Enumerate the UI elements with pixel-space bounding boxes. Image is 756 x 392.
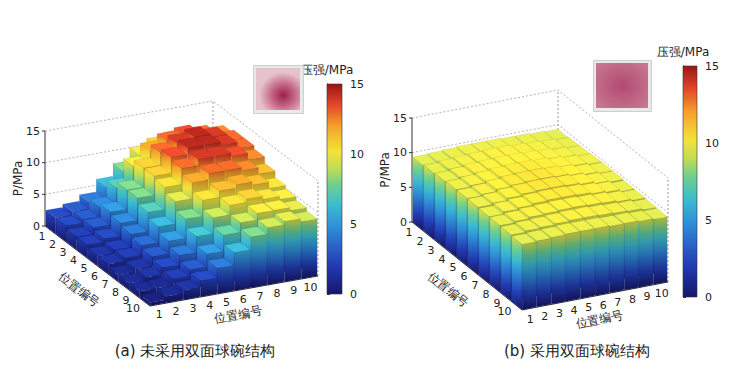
- svg-text:P/MPa: P/MPa: [378, 152, 392, 188]
- svg-text:10: 10: [705, 137, 719, 150]
- svg-text:8: 8: [112, 286, 119, 299]
- svg-text:位置编号: 位置编号: [575, 308, 625, 331]
- svg-text:2: 2: [417, 235, 424, 248]
- svg-text:压强/MPa: 压强/MPa: [301, 63, 353, 77]
- svg-text:9: 9: [122, 293, 130, 307]
- svg-text:2: 2: [173, 305, 180, 318]
- svg-text:1: 1: [406, 226, 413, 239]
- svg-text:15: 15: [705, 60, 719, 73]
- svg-text:8: 8: [629, 293, 636, 306]
- svg-text:7: 7: [257, 290, 264, 303]
- svg-text:8: 8: [273, 287, 280, 300]
- svg-text:3: 3: [428, 244, 435, 257]
- svg-text:(b) 采用双面球碗结构: (b) 采用双面球碗结构: [504, 342, 650, 360]
- svg-text:1: 1: [156, 308, 163, 321]
- svg-text:位置编号: 位置编号: [213, 304, 263, 326]
- svg-text:7: 7: [614, 296, 621, 309]
- svg-text:6: 6: [461, 270, 468, 283]
- svg-text:9: 9: [493, 296, 501, 310]
- svg-text:10: 10: [303, 281, 317, 294]
- svg-text:15: 15: [393, 112, 407, 125]
- svg-text:4: 4: [439, 253, 446, 266]
- svg-text:位置编号: 位置编号: [425, 269, 471, 310]
- svg-text:0: 0: [400, 215, 407, 229]
- svg-text:7: 7: [101, 278, 108, 291]
- svg-text:15: 15: [350, 78, 364, 91]
- svg-text:5: 5: [33, 188, 40, 201]
- svg-text:6: 6: [600, 299, 607, 312]
- svg-text:5: 5: [705, 214, 712, 227]
- svg-text:5: 5: [223, 296, 230, 309]
- svg-text:4: 4: [206, 299, 213, 312]
- svg-text:3: 3: [59, 246, 66, 259]
- svg-text:9: 9: [290, 284, 297, 297]
- svg-text:5: 5: [400, 181, 407, 194]
- svg-text:6: 6: [91, 270, 98, 283]
- svg-text:3: 3: [556, 307, 563, 320]
- svg-text:1: 1: [527, 313, 534, 326]
- svg-text:压强/MPa: 压强/MPa: [657, 45, 709, 59]
- svg-text:0: 0: [33, 219, 40, 233]
- svg-text:5: 5: [585, 301, 592, 314]
- svg-text:5: 5: [350, 218, 357, 231]
- svg-text:0: 0: [350, 288, 357, 301]
- svg-text:4: 4: [571, 304, 578, 317]
- svg-text:(a) 未采用双面球碗结构: (a) 未采用双面球碗结构: [115, 342, 276, 360]
- svg-text:5: 5: [450, 261, 457, 274]
- svg-text:8: 8: [483, 288, 490, 301]
- svg-text:5: 5: [80, 262, 87, 275]
- svg-text:0: 0: [705, 291, 712, 304]
- svg-text:位置编号: 位置编号: [56, 270, 103, 310]
- svg-text:10: 10: [126, 302, 140, 315]
- svg-text:1: 1: [38, 230, 45, 243]
- svg-text:4: 4: [70, 254, 77, 267]
- svg-text:7: 7: [472, 279, 479, 292]
- svg-text:10: 10: [393, 146, 407, 159]
- svg-text:10: 10: [498, 305, 512, 318]
- svg-text:3: 3: [189, 302, 196, 315]
- svg-text:6: 6: [240, 293, 247, 306]
- svg-text:P/MPa: P/MPa: [11, 161, 25, 197]
- svg-text:2: 2: [49, 238, 56, 251]
- svg-text:9: 9: [644, 290, 651, 303]
- svg-text:15: 15: [26, 125, 40, 138]
- svg-text:10: 10: [26, 156, 40, 169]
- svg-text:10: 10: [655, 287, 669, 300]
- svg-text:10: 10: [350, 148, 364, 161]
- svg-text:2: 2: [541, 310, 548, 323]
